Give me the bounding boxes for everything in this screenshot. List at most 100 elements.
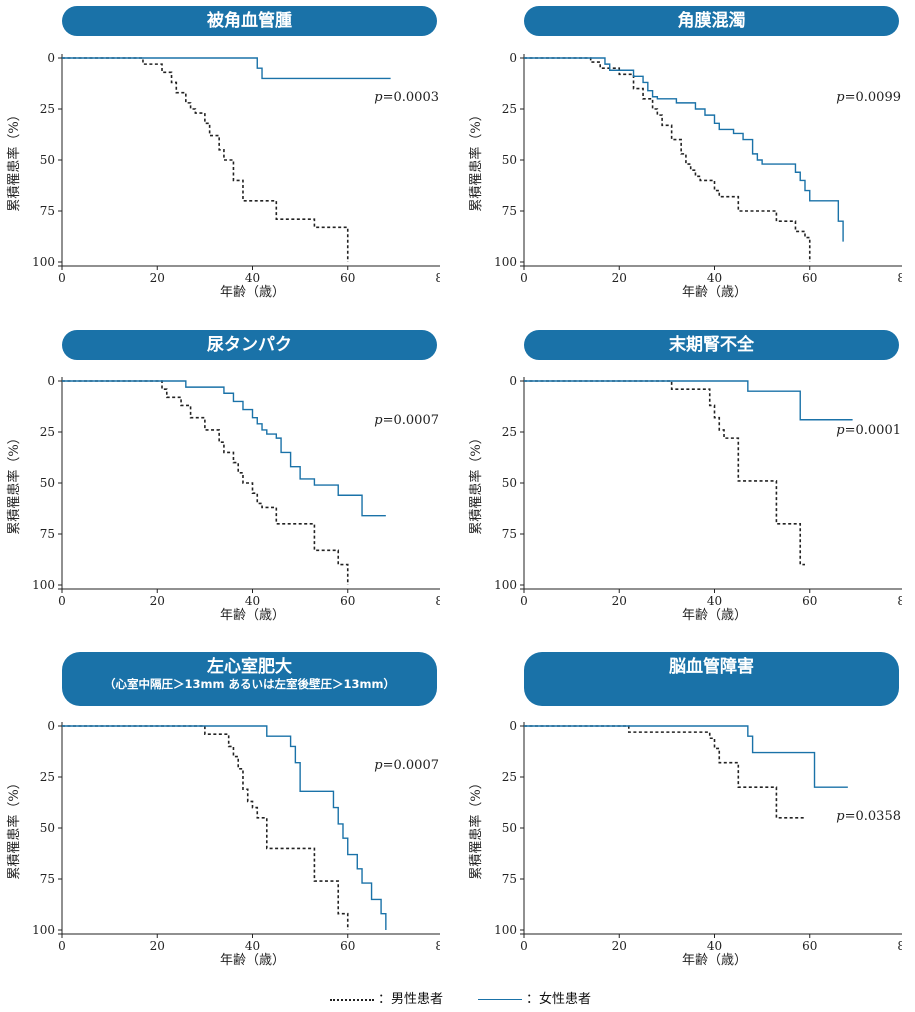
p-symbol: p bbox=[836, 809, 845, 824]
p-value: =0.0007 bbox=[383, 413, 439, 428]
x-tick-label: 0 bbox=[520, 594, 528, 608]
x-tick-label: 40 bbox=[245, 939, 260, 953]
series-female-line bbox=[62, 57, 391, 80]
x-tick-label: 80 bbox=[897, 271, 902, 285]
chart-svg: 0255075100020406080年齢（歳）累積罹患率（%）p=0.0007 bbox=[6, 374, 451, 623]
x-tick-label: 0 bbox=[58, 939, 66, 953]
x-tick-label: 80 bbox=[897, 939, 902, 953]
y-tick-label: 100 bbox=[494, 923, 517, 937]
p-value-annotation: p=0.0358 bbox=[836, 809, 901, 824]
y-axis-label: 累積罹患率（%） bbox=[6, 108, 22, 211]
x-tick-label: 20 bbox=[612, 594, 627, 608]
y-tick-label: 50 bbox=[502, 476, 517, 490]
x-tick-label: 40 bbox=[707, 939, 722, 953]
y-tick-label: 0 bbox=[47, 374, 55, 388]
y-tick-label: 50 bbox=[40, 821, 55, 835]
y-tick-label: 100 bbox=[32, 255, 55, 269]
x-tick-label: 40 bbox=[245, 594, 260, 608]
chart-plot-area: 0255075100020406080年齢（歳）累積罹患率（%）p=0.0003 bbox=[0, 40, 451, 300]
y-tick-label: 0 bbox=[47, 719, 55, 733]
chart-title-bar: 尿タンパク bbox=[62, 330, 437, 360]
y-tick-label: 75 bbox=[502, 872, 517, 886]
p-symbol: p bbox=[374, 90, 383, 105]
x-axis-label: 年齢（歳） bbox=[220, 285, 285, 300]
y-tick-label: 0 bbox=[47, 51, 55, 65]
y-tick-label: 50 bbox=[502, 153, 517, 167]
x-tick-label: 20 bbox=[612, 939, 627, 953]
series-female-line bbox=[524, 380, 853, 421]
series-male-line bbox=[62, 725, 349, 930]
x-tick-label: 0 bbox=[58, 271, 66, 285]
chart-svg: 0255075100020406080年齢（歳）累積罹患率（%）p=0.0003 bbox=[6, 51, 451, 300]
x-tick-label: 20 bbox=[150, 594, 165, 608]
legend-male: ：男性患者 bbox=[330, 992, 443, 1008]
y-axis-label: 累積罹患率（%） bbox=[468, 431, 484, 534]
chart-svg: 0255075100020406080年齢（歳）累積罹患率（%）p=0.0358 bbox=[468, 719, 913, 968]
p-value: =0.0358 bbox=[845, 809, 901, 824]
y-tick-label: 25 bbox=[40, 425, 55, 439]
x-axis-label: 年齢（歳） bbox=[682, 953, 747, 968]
chart-title-bar: 脳血管障害 bbox=[524, 652, 899, 706]
x-tick-label: 40 bbox=[707, 271, 722, 285]
p-symbol: p bbox=[836, 90, 845, 105]
chart-title: 角膜混濁 bbox=[677, 11, 746, 31]
p-value: =0.0007 bbox=[383, 758, 439, 773]
y-tick-label: 0 bbox=[509, 374, 517, 388]
chart-subtitle: （心室中隔圧＞13mm あるいは左室後壁圧＞13mm） bbox=[104, 677, 395, 691]
series-male-line bbox=[524, 380, 805, 566]
y-axis-label: 累積罹患率（%） bbox=[6, 431, 22, 534]
x-tick-label: 60 bbox=[802, 271, 817, 285]
y-axis-label: 累積罹患率（%） bbox=[468, 776, 484, 879]
chart-plot-area: 0255075100020406080年齢（歳）累積罹患率（%）p=0.0007 bbox=[0, 363, 451, 623]
y-tick-label: 100 bbox=[32, 923, 55, 937]
p-symbol: p bbox=[374, 758, 383, 773]
x-tick-label: 60 bbox=[340, 271, 355, 285]
x-tick-label: 20 bbox=[612, 271, 627, 285]
x-tick-label: 0 bbox=[58, 594, 66, 608]
chart-title-bar: 左心室肥大 （心室中隔圧＞13mm あるいは左室後壁圧＞13mm） bbox=[62, 652, 437, 706]
legend-female-label: ：女性患者 bbox=[526, 992, 592, 1007]
chart-title: 脳血管障害 bbox=[669, 657, 754, 677]
chart-plot-area: 0255075100020406080年齢（歳）累積罹患率（%）p=0.0099 bbox=[462, 40, 913, 300]
chart-title: 尿タンパク bbox=[207, 335, 292, 355]
y-tick-label: 75 bbox=[40, 204, 55, 218]
p-value-annotation: p=0.0003 bbox=[374, 90, 439, 105]
legend-female: ：女性患者 bbox=[478, 992, 591, 1008]
y-tick-label: 75 bbox=[502, 204, 517, 218]
x-tick-label: 0 bbox=[520, 271, 528, 285]
legend-male-label: ：男性患者 bbox=[378, 992, 444, 1007]
x-axis-label: 年齢（歳） bbox=[220, 608, 285, 623]
x-tick-label: 40 bbox=[707, 594, 722, 608]
x-axis-label: 年齢（歳） bbox=[682, 285, 747, 300]
chart-svg: 0255075100020406080年齢（歳）累積罹患率（%）p=0.0007 bbox=[6, 719, 451, 968]
series-male-line bbox=[62, 57, 349, 262]
y-tick-label: 100 bbox=[494, 578, 517, 592]
y-tick-label: 50 bbox=[502, 821, 517, 835]
y-tick-label: 50 bbox=[40, 153, 55, 167]
legend-male-line-icon bbox=[330, 998, 374, 1001]
x-tick-label: 80 bbox=[435, 271, 440, 285]
x-tick-label: 80 bbox=[897, 594, 902, 608]
p-symbol: p bbox=[836, 423, 845, 438]
y-tick-label: 75 bbox=[502, 527, 517, 541]
chart-plot-area: 0255075100020406080年齢（歳）累積罹患率（%）p=0.0001 bbox=[462, 363, 913, 623]
y-tick-label: 50 bbox=[40, 476, 55, 490]
x-axis-label: 年齢（歳） bbox=[682, 608, 747, 623]
y-tick-label: 0 bbox=[509, 51, 517, 65]
series-female-line bbox=[524, 57, 844, 242]
x-tick-label: 20 bbox=[150, 271, 165, 285]
x-tick-label: 60 bbox=[340, 939, 355, 953]
p-value-annotation: p=0.0001 bbox=[836, 423, 901, 438]
series-male-line bbox=[524, 725, 805, 819]
x-tick-label: 0 bbox=[520, 939, 528, 953]
legend: ：男性患者 ：女性患者 bbox=[0, 992, 915, 1012]
y-tick-label: 25 bbox=[502, 770, 517, 784]
y-axis-label: 累積罹患率（%） bbox=[468, 108, 484, 211]
y-tick-label: 75 bbox=[40, 527, 55, 541]
y-tick-label: 100 bbox=[32, 578, 55, 592]
series-female-line bbox=[62, 380, 386, 517]
chart-svg: 0255075100020406080年齢（歳）累積罹患率（%）p=0.0001 bbox=[468, 374, 913, 623]
series-female-line bbox=[524, 725, 848, 788]
y-tick-label: 25 bbox=[40, 102, 55, 116]
